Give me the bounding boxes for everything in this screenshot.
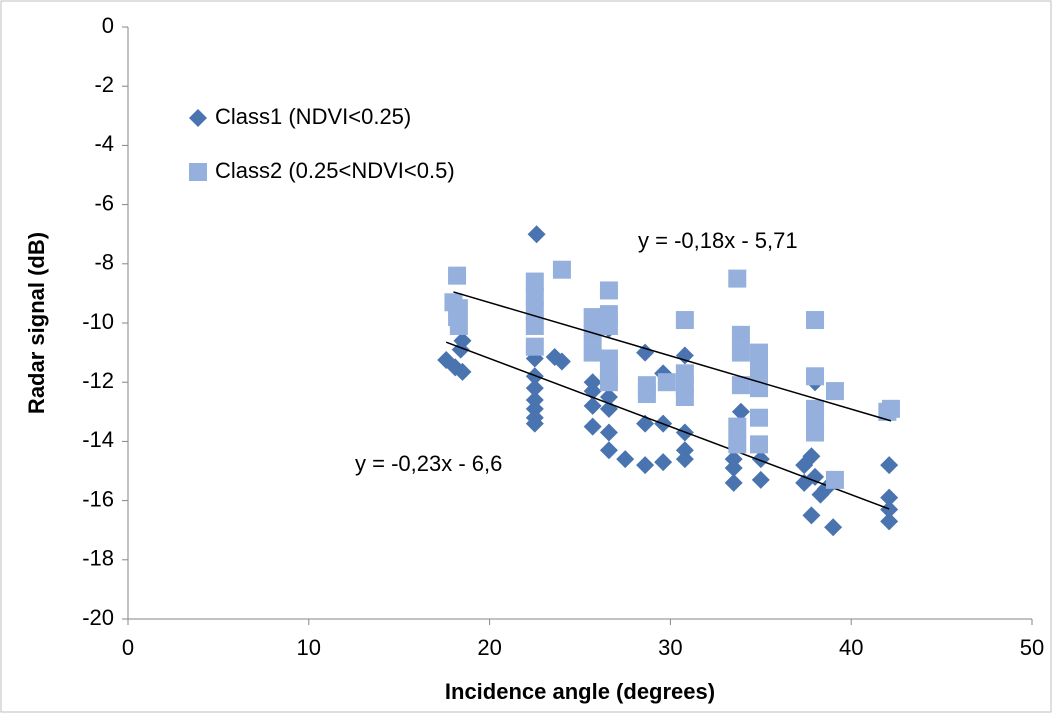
point <box>731 343 750 362</box>
point <box>728 435 747 454</box>
point <box>616 450 635 469</box>
point <box>802 447 821 466</box>
point <box>880 456 899 475</box>
point <box>880 512 899 531</box>
x-tick-label: 50 <box>1020 635 1044 660</box>
point <box>731 325 750 344</box>
point <box>583 308 602 327</box>
point <box>599 441 618 460</box>
point <box>806 467 825 486</box>
point <box>675 388 694 406</box>
point <box>749 343 768 362</box>
point <box>724 473 743 492</box>
point <box>749 361 768 380</box>
x-tick-label: 40 <box>839 635 863 660</box>
legend-marker <box>189 163 207 181</box>
point <box>881 399 900 418</box>
point <box>453 362 472 381</box>
point <box>527 225 546 244</box>
x-tick-label: 30 <box>658 635 682 660</box>
y-tick-label: -2 <box>94 72 114 97</box>
y-tick-label: -10 <box>82 309 114 334</box>
point <box>802 506 821 525</box>
point <box>806 367 825 386</box>
point <box>583 396 602 415</box>
point <box>825 470 844 489</box>
point <box>724 459 743 478</box>
point <box>728 269 747 288</box>
y-tick-label: -18 <box>82 546 114 571</box>
point <box>599 373 618 392</box>
point <box>552 260 571 279</box>
point <box>806 311 825 330</box>
y-tick-label: -4 <box>94 131 114 156</box>
point <box>731 402 750 421</box>
point <box>675 311 694 330</box>
point <box>880 500 899 519</box>
y-tick-label: -20 <box>82 605 114 630</box>
legend-label: Class2 (0.25<NDVI<0.5) <box>215 158 455 183</box>
y-axis-title: Radar signal (dB) <box>24 232 49 414</box>
point <box>599 349 618 368</box>
x-axis-title: Incidence angle (degrees) <box>445 679 715 704</box>
point <box>583 343 602 362</box>
point <box>751 450 770 469</box>
y-tick-label: -14 <box>82 427 114 452</box>
point <box>583 325 602 344</box>
legend-marker <box>189 109 207 127</box>
point <box>751 470 770 489</box>
point <box>728 417 747 436</box>
point <box>637 385 656 404</box>
point <box>880 488 899 507</box>
point <box>825 382 844 401</box>
trend-equation: y = -0,23x - 6,6 <box>355 451 502 476</box>
point <box>525 379 544 398</box>
point <box>525 272 544 291</box>
point <box>525 287 544 306</box>
point <box>731 376 750 395</box>
trend-line <box>445 341 890 510</box>
y-tick-label: -6 <box>94 190 114 215</box>
point <box>449 299 468 318</box>
y-tick-label: 0 <box>102 13 114 38</box>
point <box>583 417 602 436</box>
point <box>525 302 544 321</box>
x-tick-label: 10 <box>297 635 321 660</box>
point <box>675 346 694 365</box>
point <box>525 316 544 335</box>
x-tick-label: 20 <box>477 635 501 660</box>
point <box>599 281 618 300</box>
point <box>749 408 768 427</box>
point <box>654 453 673 472</box>
point <box>636 456 655 475</box>
legend-label: Class1 (NDVI<0.25) <box>215 104 411 129</box>
x-tick-label: 0 <box>122 635 134 660</box>
point <box>449 316 468 335</box>
point <box>675 450 694 469</box>
point <box>806 423 825 442</box>
point <box>749 435 768 454</box>
point <box>599 316 618 335</box>
point <box>525 337 544 356</box>
point <box>599 423 618 442</box>
point <box>448 266 467 285</box>
point <box>636 343 655 362</box>
point <box>599 399 618 418</box>
y-tick-label: -8 <box>94 250 114 275</box>
point <box>657 373 676 392</box>
point <box>525 414 544 433</box>
trend-line <box>453 291 892 422</box>
trend-equation: y = -0,18x - 5,71 <box>638 228 798 253</box>
y-tick-label: -12 <box>82 368 114 393</box>
point <box>824 518 843 537</box>
y-tick-label: -16 <box>82 486 114 511</box>
point <box>552 352 571 371</box>
